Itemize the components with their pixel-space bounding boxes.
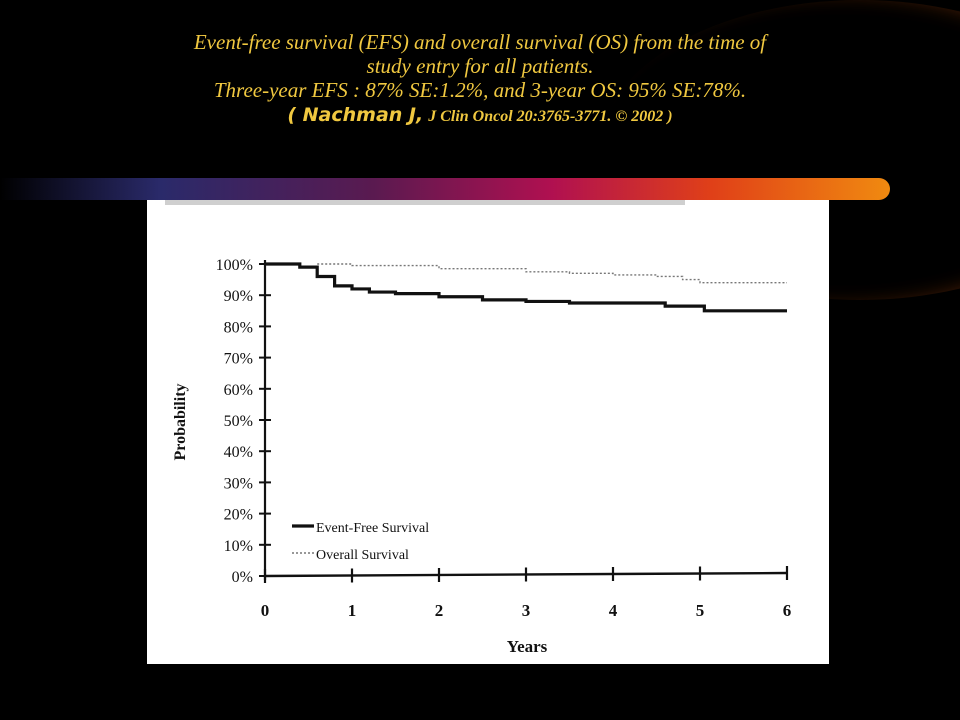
survival-chart: 0% 10% 20% 30% 40% 50% 60% 70% 80% 90% 100% 0 1 2 3 4 5 6… — [165, 200, 792, 656]
slide-title: Event-free survival (EFS) and overall su… — [60, 30, 900, 130]
citation-author: ( Nachman J, — [287, 104, 424, 126]
x-tick-label: 6 — [783, 601, 792, 620]
x-tick-label: 3 — [522, 601, 531, 620]
survival-chart-panel: 0% 10% 20% 30% 40% 50% 60% 70% 80% 90% 100% 0 1 2 3 4 5 6… — [147, 200, 829, 664]
y-tick-label: 20% — [224, 507, 253, 524]
axes: 0% 10% 20% 30% 40% 50% 60% 70% 80% 90% 100% 0 1 2 3 4 5 6 — [216, 257, 792, 620]
y-tick-label: 80% — [224, 319, 253, 336]
y-tick-label: 0% — [232, 569, 253, 586]
citation-journal: J Clin Oncol 20:3765-3771. © 2002 ) — [428, 108, 673, 125]
citation: ( Nachman J, J Clin Oncol 20:3765-3771. … — [60, 102, 900, 130]
series-line-overall-survival — [317, 263, 787, 284]
y-tick-label: 60% — [224, 382, 253, 399]
legend-label: Overall Survival — [316, 548, 409, 563]
title-line-3: Three-year EFS : 87% SE:1.2%, and 3-year… — [213, 78, 747, 102]
series-layer — [265, 262, 787, 313]
y-tick-label: 40% — [224, 444, 253, 461]
y-tick-label: 30% — [224, 475, 253, 492]
x-tick-label: 5 — [696, 601, 705, 620]
y-tick-label: 50% — [224, 413, 253, 430]
y-tick-label: 100% — [216, 257, 253, 274]
cropped-figure-header — [165, 200, 685, 205]
y-tick-label: 70% — [224, 351, 253, 368]
series-line-event-free-survival — [265, 262, 787, 313]
x-tick-label: 4 — [609, 601, 618, 620]
decorative-gradient-bar — [0, 178, 890, 200]
title-line-2: study entry for all patients. — [366, 54, 594, 78]
y-axis-label: Probability — [172, 383, 189, 460]
y-tick-label: 10% — [224, 538, 253, 555]
x-tick-label: 1 — [348, 601, 357, 620]
y-tick-label: 90% — [224, 288, 253, 305]
legend-label: Event-Free Survival — [316, 521, 429, 536]
title-line-1: Event-free survival (EFS) and overall su… — [193, 30, 767, 54]
legend: Event-Free Survival Overall Survival — [292, 521, 429, 563]
x-tick-label: 0 — [261, 601, 270, 620]
x-tick-label: 2 — [435, 601, 444, 620]
x-axis-label: Years — [507, 637, 548, 656]
